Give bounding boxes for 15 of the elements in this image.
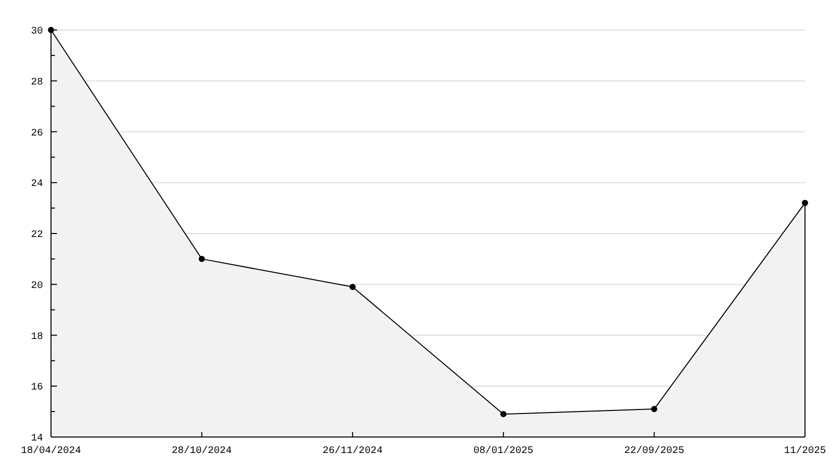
- y-tick-label: 20: [30, 280, 43, 292]
- x-tick-label: 08/01/2025: [473, 445, 534, 457]
- x-tick-label: 26/11/2024: [322, 445, 383, 457]
- y-tick-label: 26: [30, 128, 43, 140]
- y-tick-label: 18: [30, 332, 43, 343]
- y-tick-label: 28: [30, 77, 43, 88]
- y-tick-label: 16: [30, 382, 43, 394]
- y-tick-label: 30: [30, 26, 43, 38]
- y-tick-label: 14: [30, 434, 43, 444]
- x-tick-label: 28/10/2024: [172, 445, 232, 457]
- x-tick-label: 18/04/2024: [20, 445, 82, 457]
- y-tick-label: 22: [30, 230, 43, 241]
- y-tick-label: 24: [30, 179, 43, 190]
- x-tick-label: 11/2025: [784, 445, 826, 457]
- x-tick-label: 22/09/2025: [624, 445, 684, 457]
